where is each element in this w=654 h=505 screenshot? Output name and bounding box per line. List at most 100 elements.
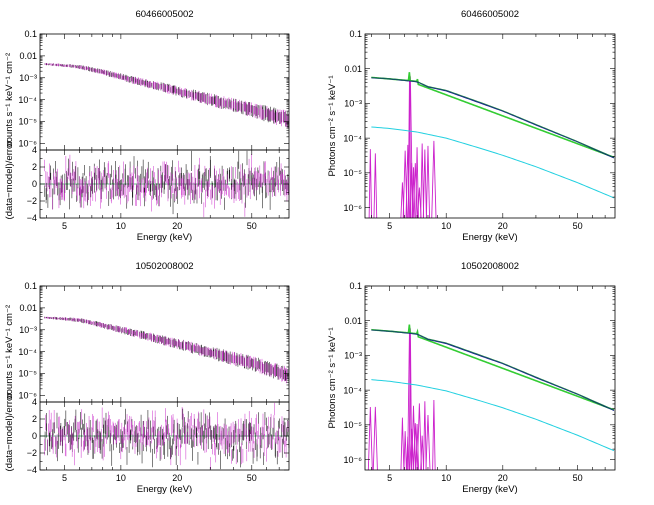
- series-magenta: [44, 63, 289, 129]
- emission-line: [412, 163, 418, 218]
- emission-line: [432, 399, 436, 470]
- y-tick-label: 10⁻⁶: [19, 139, 38, 149]
- x-tick-label: 50: [573, 221, 583, 231]
- emission-line: [420, 143, 425, 218]
- y-tick-label: 10⁻⁶: [344, 455, 363, 465]
- chart-title: 10502008002: [461, 261, 519, 272]
- y-axis-label: (data−model)/error: [4, 141, 15, 220]
- series-black: [44, 408, 290, 470]
- series-magenta: [44, 154, 289, 218]
- y-tick-label: 0.01: [19, 303, 37, 313]
- y-tick-label: 0.1: [349, 281, 362, 291]
- y-tick-label: 10⁻³: [344, 99, 362, 109]
- emission-line: [367, 406, 373, 470]
- x-tick-label: 5: [387, 473, 392, 483]
- x-axis-label: Energy (keV): [137, 232, 192, 243]
- x-axis-label: Energy (keV): [137, 484, 192, 495]
- model-curves: [368, 72, 615, 218]
- x-tick-label: 5: [62, 221, 67, 231]
- emission-line: [420, 435, 425, 470]
- x-tick-label: 5: [387, 221, 392, 231]
- y-tick-label: 0.1: [349, 29, 362, 39]
- x-tick-label: 10: [116, 473, 126, 483]
- y-tick-label: 10⁻⁴: [343, 133, 362, 143]
- emission-line: [422, 149, 427, 218]
- unfolded-model-panel: 10502008002 5 10 20 50 Energy (keV) 0.1 0.01 10⁻…: [327, 261, 616, 495]
- emission-line: [425, 145, 431, 218]
- y-tick-label: 4: [32, 397, 37, 407]
- y-tick-label: −4: [27, 213, 37, 223]
- y-tick-label: 10⁻⁵: [344, 168, 363, 178]
- emission-line: [411, 167, 416, 218]
- series-magenta: [44, 316, 290, 384]
- emission-line: [431, 140, 437, 218]
- emission-line: [423, 401, 427, 470]
- y-tick-label: 10⁻³: [19, 325, 37, 335]
- emission-line: [403, 431, 407, 470]
- emission-line: [368, 149, 372, 218]
- counts-spectrum-panel: 60466005002 0.1 0.01 10⁻³ 10⁻⁴ 10⁻⁵ 10⁻⁶ counts…: [4, 9, 290, 151]
- y-tick-label: −4: [27, 465, 37, 475]
- y-tick-label: 10⁻⁴: [18, 347, 37, 357]
- series-total-model-smooth: [371, 329, 615, 411]
- y-tick-label: 0: [32, 179, 37, 189]
- chart-title: 60466005002: [461, 9, 519, 20]
- x-tick-label: 20: [172, 473, 182, 483]
- chart-layer: 60466005002 0.1 0.01 10⁻³ 10⁻⁴ 10⁻⁵ 10⁻⁶ counts…: [4, 9, 616, 495]
- x-tick-label: 50: [247, 221, 257, 231]
- emission-line: [415, 147, 419, 218]
- counts-spectrum-panel: 10502008002 0.1 0.01 10⁻³ 10⁻⁴ 10⁻⁵ 10⁻⁶ counts…: [4, 261, 290, 403]
- emission-line: [412, 423, 418, 470]
- y-tick-label: 10⁻⁶: [344, 203, 363, 213]
- chart-title: 10502008002: [135, 261, 193, 272]
- x-tick-label: 50: [247, 473, 257, 483]
- y-axis-label: counts s⁻¹ keV⁻¹ cm⁻²: [4, 305, 15, 399]
- x-axis-label: Energy (keV): [462, 484, 517, 495]
- y-tick-label: 10⁻⁴: [18, 95, 37, 105]
- x-tick-label: 50: [573, 473, 583, 483]
- y-tick-label: 2: [32, 414, 37, 424]
- y-tick-label: 10⁻³: [344, 351, 362, 361]
- y-axis-label: Photons cm⁻² s⁻¹ keV⁻¹: [327, 327, 338, 428]
- y-tick-label: 0.01: [344, 316, 362, 326]
- y-tick-label: 2: [32, 162, 37, 172]
- x-tick-label: 20: [498, 221, 508, 231]
- series-total-model-smooth: [371, 77, 615, 158]
- y-tick-label: 4: [32, 145, 37, 155]
- emission-line: [416, 403, 422, 470]
- y-tick-label: 0.1: [24, 29, 37, 39]
- emission-line: [425, 415, 431, 470]
- y-tick-label: 10⁻⁵: [19, 117, 38, 127]
- chart-title: 60466005002: [135, 9, 193, 20]
- unfolded-model-panel: 60466005002 5 10 20 50 Energy (keV) 0.1 0.01 10⁻…: [327, 9, 616, 243]
- series-soft-component: [371, 126, 615, 199]
- x-tick-label: 20: [498, 473, 508, 483]
- y-axis-label: Photons cm⁻² s⁻¹ keV⁻¹: [327, 75, 338, 176]
- y-tick-label: −2: [27, 448, 37, 458]
- emission-line: [411, 405, 416, 470]
- x-tick-label: 10: [441, 473, 451, 483]
- emission-line: [372, 406, 378, 470]
- emission-line: [409, 428, 415, 470]
- y-tick-label: 0.1: [24, 281, 37, 291]
- y-tick-label: 0.01: [344, 64, 362, 74]
- y-tick-label: 10⁻⁶: [19, 391, 38, 401]
- model-curves: [367, 324, 615, 470]
- y-tick-label: 0: [32, 431, 37, 441]
- plot-frame: [364, 285, 616, 471]
- y-tick-label: 10⁻⁴: [343, 385, 362, 395]
- series-soft-component: [371, 379, 615, 452]
- y-axis-label: counts s⁻¹ keV⁻¹ cm⁻²: [4, 53, 15, 147]
- y-tick-label: 10⁻³: [19, 73, 37, 83]
- y-tick-label: 0.01: [19, 51, 37, 61]
- y-tick-label: 10⁻⁵: [344, 420, 363, 430]
- x-tick-label: 5: [62, 473, 67, 483]
- x-tick-label: 10: [116, 221, 126, 231]
- emission-line: [400, 417, 405, 470]
- y-tick-label: 10⁻⁵: [19, 369, 38, 379]
- x-tick-label: 10: [441, 221, 451, 231]
